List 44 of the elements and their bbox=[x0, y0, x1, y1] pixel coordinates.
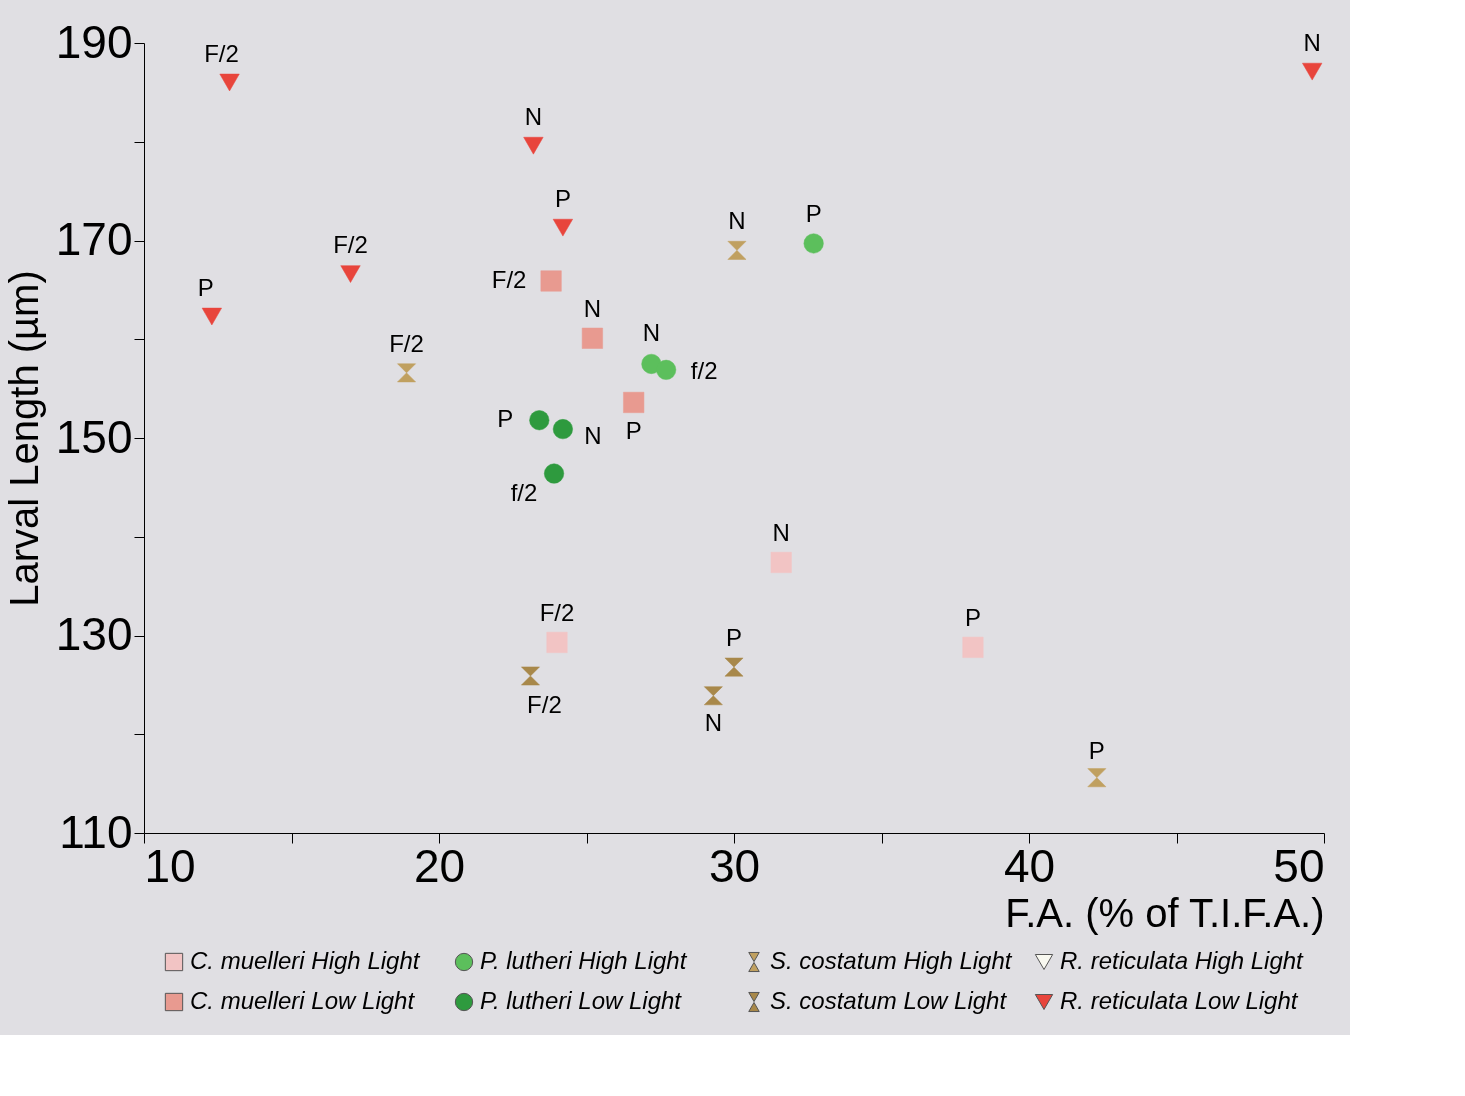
annotation: N bbox=[524, 102, 543, 130]
annotation: N bbox=[642, 318, 661, 346]
x-axis-title: F.A. (% of T.I.F.A.) bbox=[1005, 890, 1325, 935]
x-tick-label: 40 bbox=[1003, 839, 1056, 892]
annotation: F/2 bbox=[204, 39, 239, 67]
annotation: P bbox=[964, 604, 981, 632]
x-tick-label: 50 bbox=[1273, 839, 1325, 892]
annotation: P bbox=[725, 624, 743, 652]
x-tick-label: 30 bbox=[708, 839, 761, 892]
annotation: f/2 bbox=[510, 478, 538, 506]
annotation: P bbox=[554, 184, 571, 212]
legend-label: C. muelleri Low Light bbox=[190, 987, 416, 1014]
annotation: P bbox=[625, 417, 642, 445]
y-tick-label: 110 bbox=[59, 805, 133, 858]
annotation: F/2 bbox=[389, 329, 424, 357]
x-tick-label: 20 bbox=[413, 839, 466, 892]
legend-label: R. reticulata Low Light bbox=[1060, 987, 1299, 1014]
y-tick-label: 170 bbox=[55, 213, 133, 265]
y-tick-label: 130 bbox=[55, 608, 133, 660]
annotation: N bbox=[772, 519, 790, 547]
annotation: F/2 bbox=[491, 265, 527, 293]
annotation: F/2 bbox=[539, 599, 575, 627]
annotation: N bbox=[583, 295, 602, 323]
annotation: N bbox=[728, 207, 746, 235]
x-tick-label: 10 bbox=[144, 839, 196, 892]
annotation: F/2 bbox=[333, 231, 368, 259]
annotation: f/2 bbox=[690, 356, 718, 384]
legend-label: P. lutheri High Light bbox=[480, 947, 688, 974]
legend-label: P. lutheri Low Light bbox=[480, 987, 683, 1014]
annotation: P bbox=[805, 200, 822, 228]
annotation: N bbox=[704, 708, 723, 736]
annotation: P bbox=[497, 405, 514, 433]
y-tick-label: 150 bbox=[55, 410, 133, 463]
legend-label: S. costatum High Light bbox=[770, 947, 1013, 974]
y-axis-title: Larval Length (µm) bbox=[1, 270, 46, 607]
annotation: N bbox=[1303, 28, 1321, 56]
annotation: P bbox=[197, 273, 214, 301]
legend-label: R. reticulata High Light bbox=[1060, 947, 1305, 974]
legend-label: S. costatum Low Light bbox=[770, 987, 1008, 1014]
annotation: P bbox=[1088, 736, 1105, 764]
annotation: F/2 bbox=[527, 690, 562, 718]
y-tick-label: 190 bbox=[55, 15, 133, 68]
annotation: N bbox=[584, 422, 602, 450]
legend-label: C. muelleri High Light bbox=[190, 947, 421, 974]
